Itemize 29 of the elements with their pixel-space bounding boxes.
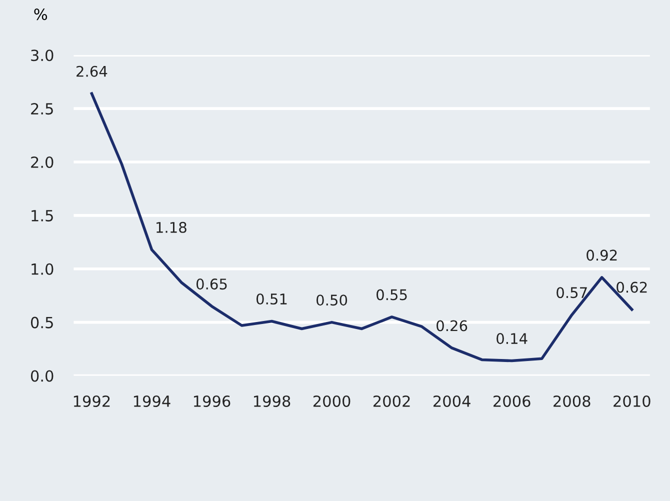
data-label: 0.51 — [256, 293, 287, 305]
data-label: 0.50 — [316, 294, 348, 306]
y-tick-label: 0.0 — [30, 370, 54, 382]
data-label: 0.62 — [616, 282, 647, 293]
x-tick-label: 2000 — [313, 395, 350, 408]
x-tick-label: 2002 — [373, 395, 410, 408]
x-tick-label: 2008 — [554, 395, 590, 408]
y-tick-label: 2.5 — [31, 103, 53, 115]
y-tick-label: 1.5 — [32, 210, 53, 222]
y-tick-label: 0.5 — [30, 316, 53, 328]
y-tick-label: 3.0 — [31, 50, 54, 62]
x-tick-label: 1992 — [74, 395, 110, 408]
x-tick-label: 2010 — [614, 395, 650, 408]
data-label: 0.55 — [376, 289, 407, 300]
data-label: 1.18 — [156, 222, 186, 233]
data-label: 0.65 — [196, 278, 227, 290]
data-label: 0.57 — [556, 287, 587, 298]
x-tick-label: 2006 — [494, 395, 530, 408]
x-tick-label: 1994 — [134, 395, 170, 408]
data-label: 0.92 — [586, 250, 617, 261]
y-axis-title: % — [34, 8, 48, 20]
x-tick-label: 1998 — [254, 395, 290, 408]
y-tick-label: 1.0 — [32, 263, 54, 275]
data-label: 0.14 — [496, 333, 528, 344]
data-label: 0.26 — [436, 320, 468, 332]
data-label: 2.64 — [76, 66, 108, 77]
x-tick-label: 1996 — [194, 395, 230, 408]
y-tick-label: 2.0 — [31, 156, 54, 168]
x-tick-label: 2004 — [434, 395, 470, 408]
